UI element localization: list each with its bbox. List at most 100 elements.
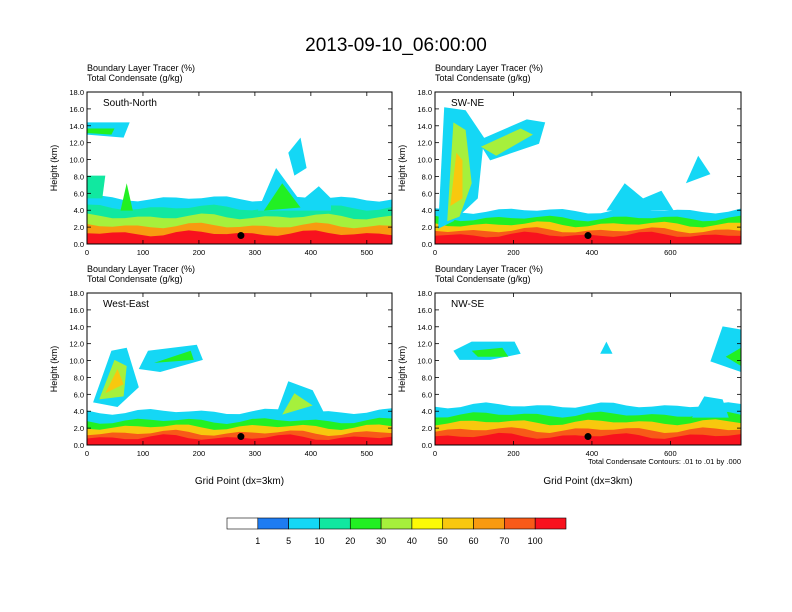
x-tick-label: 0 [433, 449, 437, 458]
y-axis-label: Height (km) [49, 346, 59, 393]
x-tick-label: 400 [586, 449, 599, 458]
x-tick-label: 300 [249, 248, 262, 257]
panel-title-line: Total Condensate (g/kg) [87, 73, 183, 83]
tracer-region [450, 152, 463, 206]
colorbar-swatch [257, 517, 289, 530]
y-tick-label: 8.0 [422, 172, 432, 181]
tracer-region [471, 347, 509, 357]
panel-title-line: Boundary Layer Tracer (%) [435, 264, 543, 274]
y-tick-label: 16.0 [417, 306, 432, 315]
field-plot [435, 107, 741, 244]
y-tick-label: 18.0 [417, 289, 432, 298]
x-tick-label: 100 [137, 449, 150, 458]
panel-title-line: Total Condensate (g/kg) [87, 274, 183, 284]
colorbar-label: 50 [438, 536, 448, 546]
y-tick-label: 8.0 [422, 373, 432, 382]
panel-south-north: Boundary Layer Tracer (%)Total Condensat… [49, 63, 393, 257]
y-tick-label: 6.0 [74, 189, 84, 198]
panel-title-line: Total Condensate (g/kg) [435, 73, 531, 83]
y-axis-label: Height (km) [49, 145, 59, 192]
tracer-region [685, 155, 711, 184]
x-axis-label: Grid Point (dx=3km) [195, 476, 284, 487]
y-tick-label: 0.0 [422, 441, 432, 450]
tracer-region [105, 369, 124, 394]
plot-frame [86, 292, 393, 446]
panel-title-line: Boundary Layer Tracer (%) [87, 63, 195, 73]
figure-title: 2013-09-10_06:00:00 [305, 35, 487, 56]
y-tick-label: 18.0 [69, 289, 84, 298]
y-tick-label: 12.0 [69, 139, 84, 148]
y-tick-label: 12.0 [69, 340, 84, 349]
plot-frame [434, 91, 742, 245]
colorbar-swatch [288, 517, 320, 530]
x-tick-label: 200 [507, 248, 520, 257]
y-tick-label: 2.0 [74, 223, 84, 232]
y-tick-label: 6.0 [422, 390, 432, 399]
x-tick-label: 200 [507, 449, 520, 458]
y-tick-label: 10.0 [417, 357, 432, 366]
x-tick-label: 400 [305, 248, 318, 257]
colorbar-swatch [473, 517, 505, 530]
x-tick-label: 500 [361, 449, 374, 458]
y-tick-label: 14.0 [417, 122, 432, 131]
y-axis-label: Height (km) [397, 145, 407, 192]
tracer-region [120, 183, 133, 211]
colorbar-label: 60 [469, 536, 479, 546]
tracer-region [710, 326, 741, 372]
colorbar-swatch [442, 517, 474, 530]
x-tick-label: 0 [85, 248, 89, 257]
location-marker [584, 433, 592, 441]
y-tick-label: 14.0 [417, 323, 432, 332]
location-marker [584, 232, 592, 240]
y-tick-label: 0.0 [422, 240, 432, 249]
y-tick-label: 12.0 [417, 139, 432, 148]
colorbar-label: 10 [314, 536, 324, 546]
x-tick-label: 200 [193, 248, 206, 257]
x-tick-label: 0 [85, 449, 89, 458]
colorbar-label: 70 [499, 536, 509, 546]
colorbar-label: 1 [255, 536, 260, 546]
tracer-region [263, 183, 301, 211]
tracer-region [725, 347, 741, 366]
colorbar-swatch [534, 517, 567, 530]
location-marker [237, 433, 245, 441]
tracer-region [480, 128, 533, 156]
tracer-region [87, 128, 115, 135]
y-tick-label: 2.0 [422, 223, 432, 232]
y-tick-label: 2.0 [422, 424, 432, 433]
panel-west-east: Boundary Layer Tracer (%)Total Condensat… [49, 264, 393, 487]
y-tick-label: 14.0 [69, 323, 84, 332]
y-tick-label: 0.0 [74, 240, 84, 249]
x-tick-label: 200 [193, 449, 206, 458]
y-tick-label: 8.0 [74, 172, 84, 181]
y-tick-label: 10.0 [417, 156, 432, 165]
y-tick-label: 4.0 [74, 206, 84, 215]
field-plot [87, 344, 392, 445]
colorbar-label: 5 [286, 536, 291, 546]
plot-frame [434, 292, 742, 446]
y-tick-label: 4.0 [422, 407, 432, 416]
colorbar: 1 5 10 20 30 40 50 60 70 100 [226, 517, 567, 546]
y-tick-label: 6.0 [74, 390, 84, 399]
tracer-region [282, 393, 313, 415]
y-tick-label: 12.0 [417, 340, 432, 349]
panel-label: SW-NE [451, 98, 484, 109]
colorbar-swatch [349, 517, 382, 530]
plot-frame [86, 91, 393, 245]
x-axis-label: Grid Point (dx=3km) [543, 476, 632, 487]
y-tick-label: 4.0 [74, 407, 84, 416]
colorbar-swatch [226, 517, 259, 530]
y-tick-label: 14.0 [69, 122, 84, 131]
x-tick-label: 600 [664, 449, 677, 458]
y-tick-label: 6.0 [422, 189, 432, 198]
x-tick-label: 600 [664, 248, 677, 257]
y-tick-label: 18.0 [417, 88, 432, 97]
location-marker [237, 232, 245, 240]
panel-label: NW-SE [451, 299, 484, 310]
colorbar-label: 40 [407, 536, 417, 546]
tracer-region [606, 183, 674, 211]
colorbar-swatch [319, 517, 351, 530]
panel-label: West-East [103, 299, 149, 310]
panels-group: Boundary Layer Tracer (%)Total Condensat… [49, 63, 742, 487]
colorbar-label: 30 [376, 536, 386, 546]
